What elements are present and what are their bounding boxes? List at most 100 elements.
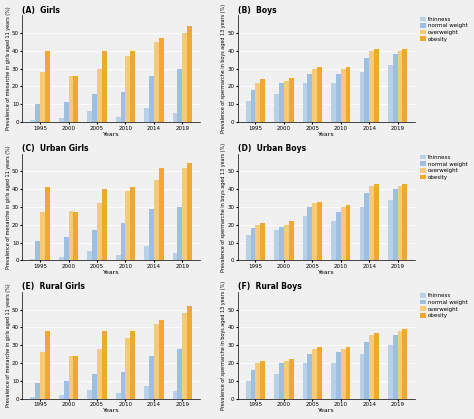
X-axis label: Years: Years xyxy=(103,132,119,137)
Bar xyxy=(312,69,317,122)
Bar xyxy=(308,354,312,398)
Bar xyxy=(130,187,135,260)
Bar xyxy=(182,33,187,122)
Bar xyxy=(398,331,402,398)
Bar xyxy=(59,395,64,398)
Y-axis label: Prevalence of menarche in girls aged 11 years (%): Prevalence of menarche in girls aged 11 … xyxy=(6,145,10,269)
Bar xyxy=(69,356,73,398)
Bar xyxy=(102,331,107,398)
Bar xyxy=(154,42,159,122)
Bar xyxy=(341,69,346,122)
Bar xyxy=(393,189,398,260)
Bar xyxy=(255,225,260,260)
Bar xyxy=(149,76,154,122)
Bar xyxy=(154,180,159,260)
Text: (D)  Urban Boys: (D) Urban Boys xyxy=(238,144,306,153)
Bar xyxy=(120,372,126,398)
Bar xyxy=(144,386,149,398)
Bar xyxy=(92,93,97,122)
Bar xyxy=(402,329,407,398)
Bar xyxy=(246,381,251,398)
Bar xyxy=(369,334,374,398)
Bar xyxy=(255,363,260,398)
Bar xyxy=(289,360,293,398)
Text: (C)  Urban Girls: (C) Urban Girls xyxy=(22,144,89,153)
Bar xyxy=(365,58,369,122)
Bar xyxy=(341,207,346,260)
Bar xyxy=(246,235,251,260)
Y-axis label: Prevalence of menarche in girls aged 11 years (%): Prevalence of menarche in girls aged 11 … xyxy=(6,283,10,407)
Bar xyxy=(388,345,393,398)
Bar xyxy=(64,381,69,398)
Bar xyxy=(336,212,341,260)
Bar xyxy=(308,74,312,122)
Bar xyxy=(159,39,164,122)
Bar xyxy=(317,202,322,260)
Bar xyxy=(126,56,130,122)
Bar xyxy=(336,352,341,398)
Bar xyxy=(87,251,92,260)
Bar xyxy=(36,104,40,122)
Bar xyxy=(331,221,336,260)
Bar xyxy=(69,210,73,260)
Bar xyxy=(126,338,130,398)
Bar xyxy=(341,349,346,398)
Bar xyxy=(154,324,159,398)
Bar xyxy=(317,67,322,122)
Bar xyxy=(87,111,92,122)
Bar xyxy=(97,203,102,260)
Bar xyxy=(388,200,393,260)
Legend: thinness, normal weight, overweight, obesity: thinness, normal weight, overweight, obe… xyxy=(420,16,469,42)
Bar xyxy=(45,331,50,398)
Bar xyxy=(331,83,336,122)
Text: (B)  Boys: (B) Boys xyxy=(238,5,276,15)
Bar xyxy=(45,51,50,122)
X-axis label: Years: Years xyxy=(318,409,335,414)
Bar xyxy=(274,230,279,260)
Bar xyxy=(130,331,135,398)
Bar xyxy=(346,347,350,398)
Bar xyxy=(149,356,154,398)
Bar xyxy=(346,205,350,260)
Bar xyxy=(159,321,164,398)
Bar xyxy=(173,253,177,260)
Legend: thinness, normal weight, overweight, obesity: thinness, normal weight, overweight, obe… xyxy=(420,154,469,181)
Bar xyxy=(274,93,279,122)
Bar xyxy=(92,374,97,398)
Bar xyxy=(173,113,177,122)
Bar xyxy=(317,347,322,398)
Y-axis label: Prevalence of spermarche in boys aged 13 years (%): Prevalence of spermarche in boys aged 13… xyxy=(221,142,226,272)
Bar xyxy=(40,352,45,398)
Bar xyxy=(102,51,107,122)
Bar xyxy=(312,349,317,398)
Bar xyxy=(159,168,164,260)
Bar xyxy=(144,246,149,260)
Bar xyxy=(73,76,78,122)
Bar xyxy=(251,370,255,398)
Bar xyxy=(69,76,73,122)
Bar xyxy=(303,216,308,260)
Bar xyxy=(130,51,135,122)
Bar xyxy=(40,212,45,260)
Bar xyxy=(284,225,289,260)
Bar xyxy=(30,397,36,398)
Bar xyxy=(64,103,69,122)
Bar xyxy=(45,187,50,260)
Bar xyxy=(402,49,407,122)
Bar xyxy=(279,363,284,398)
Bar xyxy=(359,354,365,398)
Bar xyxy=(359,72,365,122)
Bar xyxy=(59,257,64,260)
Bar xyxy=(144,108,149,122)
Bar xyxy=(308,207,312,260)
Bar xyxy=(303,363,308,398)
Bar xyxy=(120,92,126,122)
Bar xyxy=(251,90,255,122)
Bar xyxy=(36,383,40,398)
Y-axis label: Prevalence of spermarche in boys aged 13 years (%): Prevalence of spermarche in boys aged 13… xyxy=(221,281,226,410)
Bar xyxy=(398,186,402,260)
Bar xyxy=(116,255,120,260)
Bar xyxy=(402,184,407,260)
Bar xyxy=(173,391,177,398)
Bar xyxy=(255,83,260,122)
